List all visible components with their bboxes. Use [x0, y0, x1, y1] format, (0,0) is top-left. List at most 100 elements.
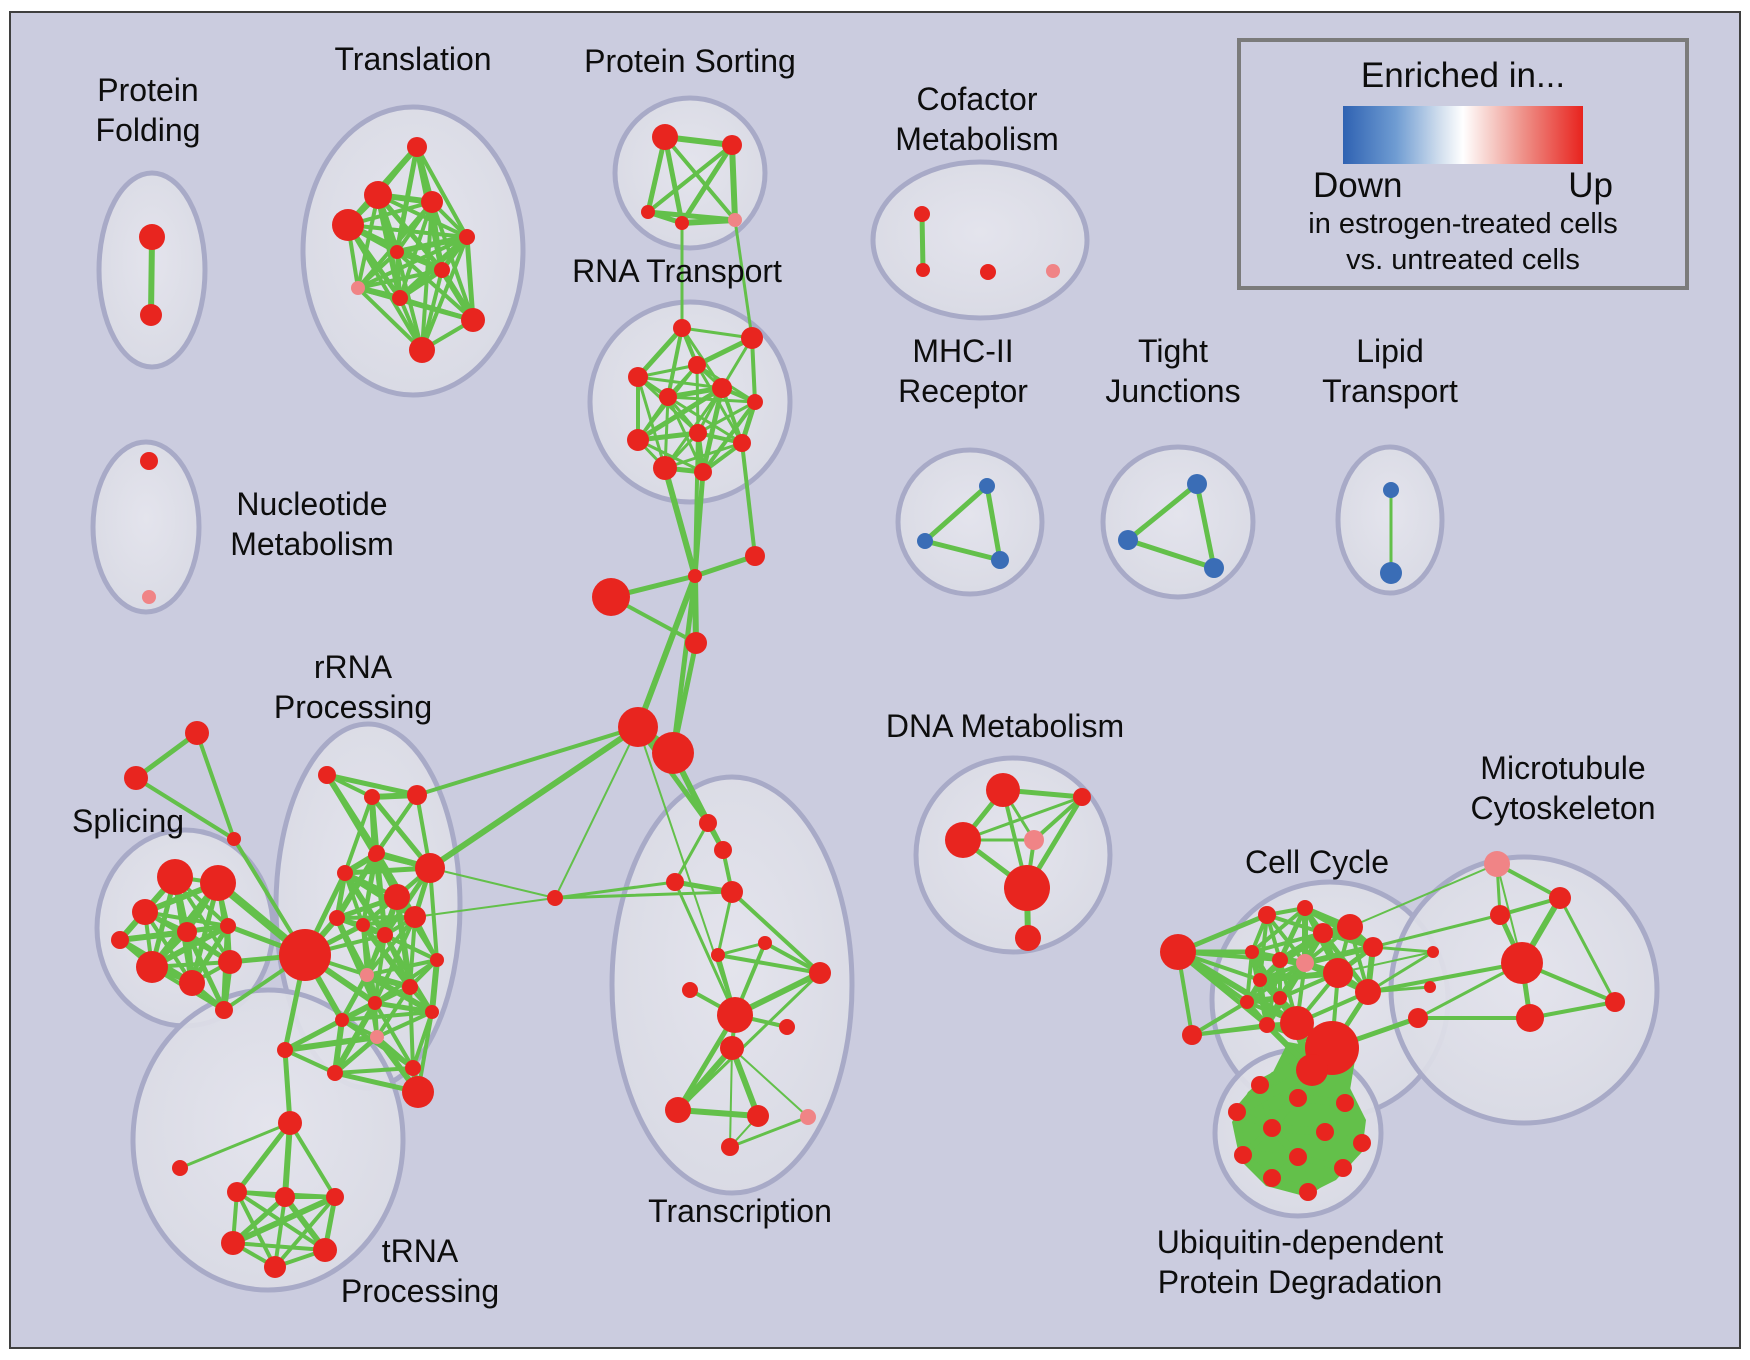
edge-rrna-processing: [369, 794, 378, 858]
node-transcription-13: [747, 1105, 769, 1127]
node-cofactor-metabolism-0: [914, 206, 930, 222]
cluster-bubble-tight-junctions: [1100, 444, 1256, 600]
edge-rrna-processing: [282, 1034, 380, 1053]
node-trna-processing-0: [278, 1111, 302, 1135]
cluster-label-splicing: Splicing: [72, 803, 184, 839]
edge-inter: [740, 441, 757, 558]
node-trna-processing-5: [221, 1231, 245, 1255]
edge-dna-metabolism: [961, 795, 1084, 842]
node-splicing-triangle-2: [227, 832, 241, 846]
node-rna-transport-3: [628, 367, 648, 387]
edge-cofactor-metabolism: [919, 211, 926, 273]
node-microtubule-cytoskeleton-7: [1605, 992, 1625, 1012]
node-ubiquitin-degradation-10: [1263, 1169, 1281, 1187]
node-translation-8: [392, 290, 408, 306]
edge-rrna-processing: [375, 985, 412, 1039]
legend-down-label: Down: [1313, 166, 1403, 205]
edge-trna-processing: [178, 1121, 292, 1170]
edge-tight-junctions: [1125, 481, 1200, 543]
cluster-label-cell-cycle: Cell Cycle: [1245, 844, 1389, 880]
node-cell-cycle-16: [1280, 1006, 1314, 1040]
cluster-label-ubiquitin-degradation: Protein Degradation: [1158, 1264, 1443, 1300]
edge-translation: [395, 250, 444, 272]
edge-rrna-processing: [343, 795, 374, 875]
node-translation-3: [332, 209, 364, 241]
edge-translation: [346, 223, 424, 352]
node-rrna-processing-18: [335, 1013, 349, 1027]
node-cell-cycle-10: [1253, 973, 1267, 987]
node-translation-5: [390, 245, 404, 259]
edge-rrna-processing: [332, 1017, 345, 1076]
cluster-label-lipid-transport: Transport: [1322, 373, 1458, 409]
edge-transcription: [716, 953, 822, 975]
edge-translation: [356, 268, 444, 290]
node-rna-transport-11: [694, 463, 712, 481]
node-translation-6: [434, 262, 450, 278]
edge-inter: [414, 897, 556, 918]
edge-rrna-processing: [429, 957, 440, 1015]
edge-rna-transport: [636, 375, 724, 390]
edge-protein-sorting: [663, 135, 737, 222]
node-transcription-3: [721, 881, 743, 903]
node-trna-processing-2: [227, 1182, 247, 1202]
edge-translation: [356, 250, 399, 290]
edge-transcription: [728, 1115, 810, 1149]
node-transcription-1: [714, 841, 732, 859]
edge-translation: [356, 193, 380, 290]
node-rna-transport-6: [747, 394, 763, 410]
node-mhc-ii-receptor-0: [979, 478, 995, 494]
edge-translation: [397, 267, 445, 301]
node-cell-cycle-8: [1272, 952, 1288, 968]
node-splicing-6: [179, 970, 205, 996]
node-ubiquitin-degradation-5: [1316, 1123, 1334, 1141]
node-splicing-2: [132, 899, 158, 925]
edge-splicing-triangle: [134, 776, 236, 841]
node-microtubule-cytoskeleton-3: [1427, 946, 1439, 958]
node-rrna-processing-0: [318, 766, 336, 784]
node-transcription-7: [809, 962, 831, 984]
edge-protein-sorting: [729, 142, 738, 223]
edge-inter: [693, 431, 700, 578]
node-rrna-processing-2: [407, 785, 427, 805]
cluster-label-microtubule-cytoskeleton: Cytoskeleton: [1471, 790, 1656, 826]
edge-transcription: [673, 880, 737, 1017]
node-nucleotide-metabolism-1: [142, 590, 156, 604]
edge-cell-cycle: [1277, 905, 1308, 963]
node-cell-cycle-4: [1313, 923, 1333, 943]
node-splicing-3: [177, 922, 197, 942]
cluster-label-rna-transport: RNA Transport: [572, 253, 782, 289]
edge-rna-transport: [636, 363, 699, 379]
edge-translation: [346, 223, 469, 239]
edge-rna-transport: [700, 385, 725, 475]
node-dna-metabolism-5: [1015, 925, 1041, 951]
node-connector-hubs-3: [685, 632, 707, 654]
cluster-label-trna-processing: Processing: [341, 1273, 499, 1309]
edge-inter: [554, 726, 639, 899]
edge-rrna-processing: [339, 972, 370, 1023]
edge-inter: [1371, 945, 1435, 954]
edge-inter: [1366, 961, 1524, 994]
edge-trna-processing: [230, 1194, 338, 1246]
node-cell-cycle-6: [1363, 937, 1383, 957]
edge-translation: [356, 286, 424, 352]
cluster-bubble-mhc-ii-receptor: [895, 447, 1045, 597]
edge-inter: [429, 867, 556, 899]
node-ubiquitin-degradation-9: [1334, 1159, 1352, 1177]
edge-trna-processing: [273, 1195, 287, 1269]
edge-translation: [430, 200, 475, 322]
node-transcription-0: [699, 814, 717, 832]
node-connector-hubs-2: [592, 578, 630, 616]
node-ubiquitin-degradation-11: [1299, 1183, 1317, 1201]
edge-rna-transport: [663, 441, 744, 470]
edge-rrna-processing: [365, 958, 439, 977]
edge-protein-sorting: [646, 143, 734, 214]
edge-splicing: [143, 910, 230, 928]
edge-ubiquitin-degradation: [1239, 1151, 1302, 1161]
edge-trna-processing: [288, 1121, 337, 1199]
legend-box: Enriched in... Down Up in estrogen-treat…: [1237, 38, 1689, 290]
node-tight-junctions-0: [1187, 474, 1207, 494]
node-protein-sorting-3: [675, 216, 689, 230]
node-rna-transport-7: [689, 424, 707, 442]
node-microtubule-cytoskeleton-2: [1549, 887, 1571, 909]
node-cell-cycle-5: [1337, 914, 1363, 940]
